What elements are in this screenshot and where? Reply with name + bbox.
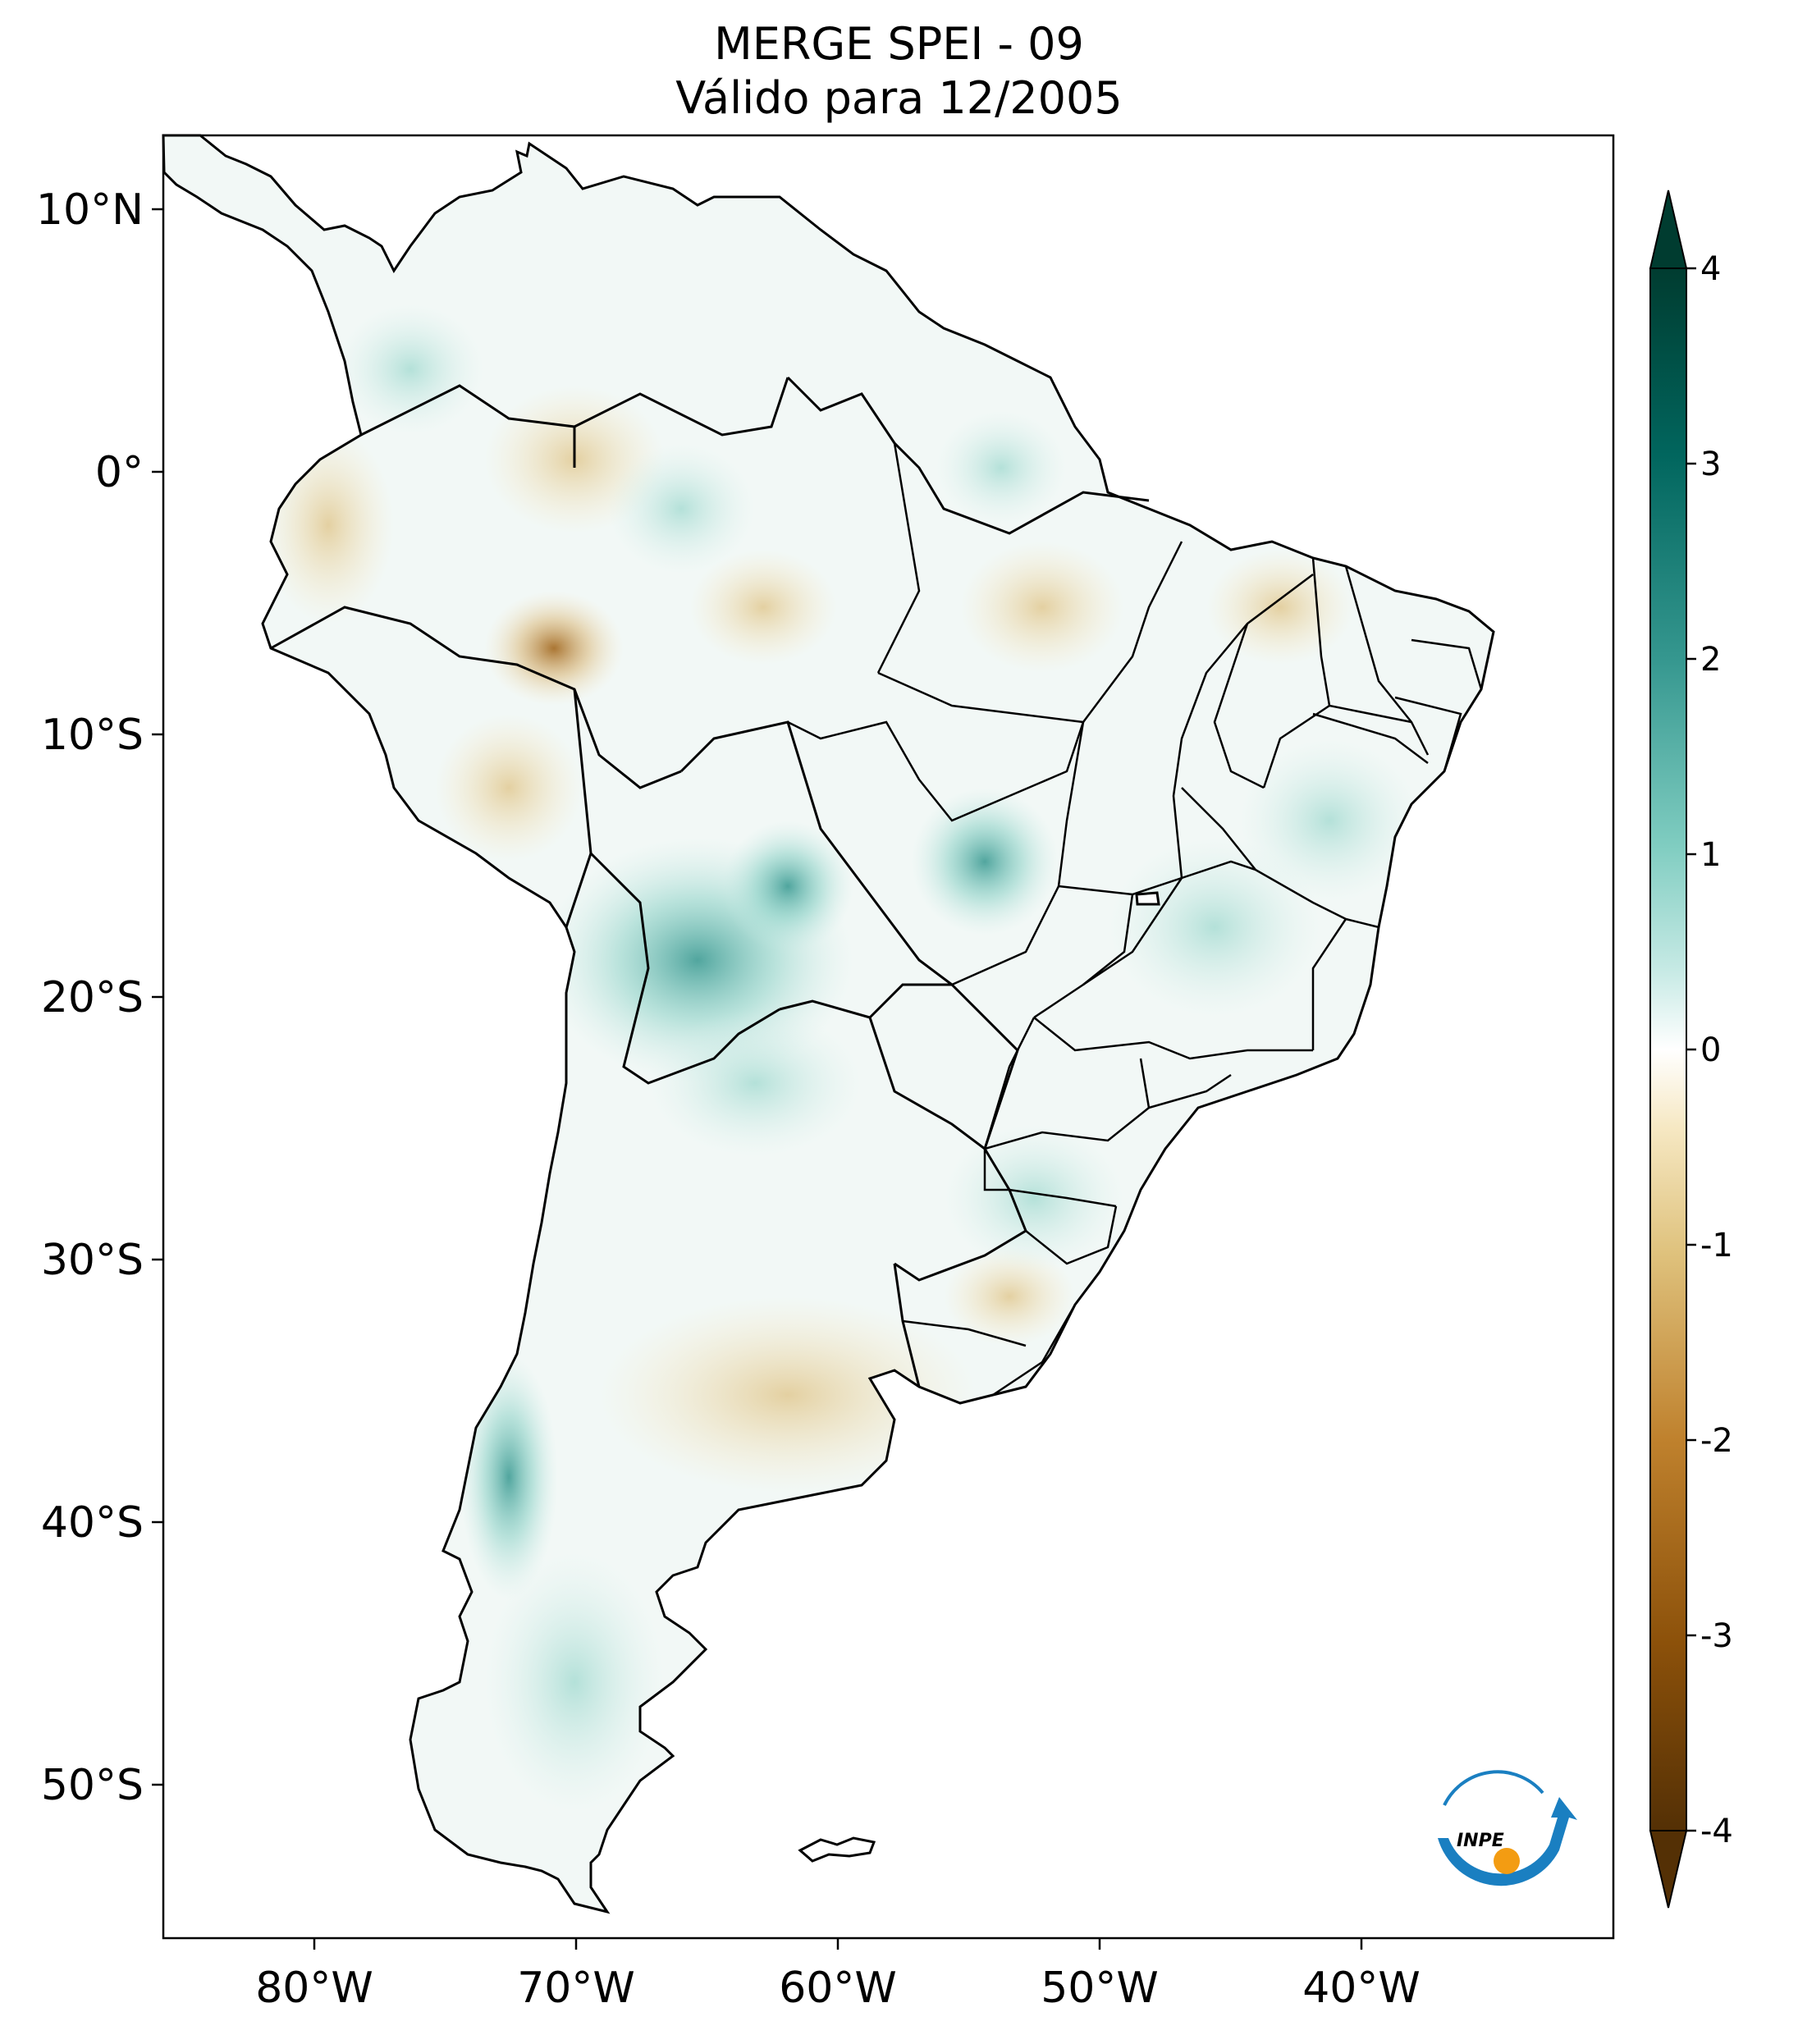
colorbar-tick-0: 0: [1700, 1031, 1721, 1069]
colorbar-scale: [1649, 268, 1687, 1831]
map-subtitle: Válido para 12/2005: [675, 72, 1123, 124]
lon-tick-70w: 70°W: [517, 1964, 635, 2013]
lat-tick-10s: 10°S: [41, 711, 144, 760]
inpe-logo-text: INPE: [1457, 1831, 1504, 1851]
falkland-islands: [798, 1836, 876, 1863]
lon-tick-80w: 80°W: [255, 1964, 373, 2013]
lat-tick-50s: 50°S: [41, 1761, 144, 1810]
colorbar-tick-4: 4: [1700, 250, 1721, 288]
lon-tick-40w: 40°W: [1302, 1964, 1421, 2013]
colorbar-tick-1: 1: [1700, 836, 1721, 874]
colorbar-tick-neg1: -1: [1700, 1227, 1733, 1264]
colorbar-extend-min: [1649, 1830, 1688, 1909]
lat-tick-40s: 40°S: [41, 1498, 144, 1548]
lat-tick-0: 0°: [95, 448, 144, 497]
lon-tick-50w: 50°W: [1041, 1964, 1159, 2013]
axis-ticks: [152, 208, 1363, 1950]
colorbar-extend-max: [1649, 190, 1688, 269]
colorbar-tick-neg2: -2: [1700, 1422, 1733, 1460]
colorbar-tick-neg4: -4: [1700, 1813, 1733, 1850]
lat-tick-20s: 20°S: [41, 973, 144, 1022]
colorbar: 4 3 2 1 0 -1 -2 -3 -4: [1649, 190, 1733, 1909]
inpe-logo-icon: INPE: [1438, 1770, 1577, 1886]
map-title: MERGE SPEI - 09: [714, 18, 1084, 70]
lat-axis: 10°N 0° 10°S 20°S 30°S 40°S 50°S: [36, 185, 144, 1810]
lon-tick-60w: 60°W: [779, 1964, 897, 2013]
lat-tick-30s: 30°S: [41, 1236, 144, 1285]
lat-tick-10n: 10°N: [36, 185, 144, 235]
colorbar-tick-3: 3: [1700, 446, 1721, 483]
state-borders: [787, 442, 1483, 1397]
colorbar-tick-2: 2: [1700, 641, 1721, 679]
lon-axis: 80°W 70°W 60°W 50°W 40°W: [255, 1964, 1421, 2013]
federal-district: [1135, 891, 1160, 906]
colorbar-tick-neg3: -3: [1700, 1617, 1733, 1655]
